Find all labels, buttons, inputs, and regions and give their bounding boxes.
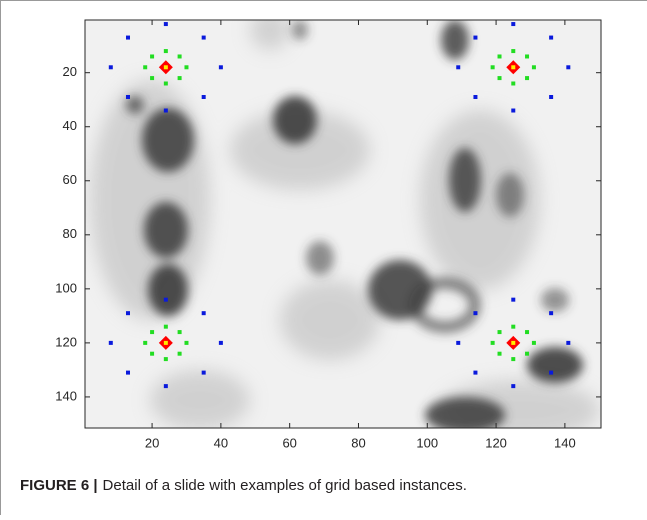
grid-point [511, 384, 516, 389]
grid-point [150, 330, 155, 335]
x-tick-label: 40 [214, 435, 228, 450]
grid-point [525, 76, 530, 81]
grid-point [490, 65, 495, 70]
grid-point [143, 65, 148, 70]
grid-point [150, 76, 155, 81]
grid-point [201, 370, 206, 375]
grid-point [177, 76, 182, 81]
x-tick-label: 20 [145, 435, 159, 450]
grid-point [163, 324, 168, 329]
grid-point [143, 340, 148, 345]
grid-point [184, 340, 189, 345]
grid-point [150, 54, 155, 59]
grid-point [511, 81, 516, 86]
grid-point [126, 95, 130, 100]
grid-point [456, 340, 461, 345]
grid-point [150, 351, 155, 356]
grid-point [497, 54, 502, 59]
y-tick-label: 40 [63, 118, 77, 133]
center-core [163, 65, 168, 70]
grid-point [531, 340, 536, 345]
grid-point [549, 95, 554, 100]
caption-text: Detail of a slide with examples of grid … [103, 477, 467, 494]
grid-point [163, 108, 168, 113]
grid-point [473, 370, 478, 375]
grid-point [549, 35, 554, 40]
grid-point [566, 65, 571, 70]
grid-point [163, 357, 168, 362]
grid-point [201, 311, 206, 316]
grid-point [549, 311, 554, 316]
grid-point [163, 384, 168, 389]
grid-point [497, 76, 502, 81]
caption-label: FIGURE 6 | [20, 477, 98, 494]
grid-point [163, 49, 168, 54]
grid-point [456, 65, 461, 70]
x-tick-label: 140 [554, 435, 576, 450]
y-tick-label: 80 [63, 226, 77, 241]
plot-frame [84, 19, 602, 429]
grid-point [163, 297, 168, 302]
grid-point [511, 297, 516, 302]
center-core [511, 340, 516, 345]
grid-point [163, 81, 168, 86]
grid-point [566, 340, 571, 345]
grid-point [126, 370, 130, 375]
grid-point [126, 35, 130, 40]
grid-point [525, 54, 530, 59]
center-marker [158, 60, 173, 75]
y-tick-label: 100 [55, 280, 77, 295]
grid-point [511, 324, 516, 329]
grid-point [473, 311, 478, 316]
slide-image [85, 20, 601, 428]
grid-point [497, 351, 502, 356]
y-tick-label: 20 [63, 64, 77, 79]
grid-point [177, 54, 182, 59]
grid-point [108, 65, 113, 70]
grid-point [218, 340, 223, 345]
grid-point [126, 311, 130, 316]
center-core [511, 65, 516, 70]
grid-point [511, 357, 516, 362]
x-tick-label: 80 [351, 435, 365, 450]
center-marker [506, 335, 521, 350]
marks [108, 22, 571, 389]
grid-point [511, 108, 516, 113]
grid-point [473, 95, 478, 100]
center-marker [506, 60, 521, 75]
grid-point [473, 35, 478, 40]
grid-point [184, 65, 189, 70]
center-core [163, 340, 168, 345]
grid-point [525, 330, 530, 335]
grid-point [511, 49, 516, 54]
grid-point [201, 35, 206, 40]
grid-point [177, 351, 182, 356]
grid-point [525, 351, 530, 356]
grid-point [163, 22, 168, 27]
grid-point [490, 340, 495, 345]
center-marker [158, 335, 173, 350]
y-tick-label: 60 [63, 172, 77, 187]
x-tick-label: 100 [416, 435, 438, 450]
x-tick-label: 60 [282, 435, 296, 450]
grid-point [218, 65, 223, 70]
grid-point [177, 330, 182, 335]
y-tick-label: 140 [55, 388, 77, 403]
grid-point [201, 95, 206, 100]
y-tick-label: 120 [55, 334, 77, 349]
grid-point [497, 330, 502, 335]
grid-point [108, 340, 113, 345]
grid-point [531, 65, 536, 70]
x-tick-label: 120 [485, 435, 507, 450]
grid-point [511, 22, 516, 27]
grid-point [549, 370, 554, 375]
caption: FIGURE 6 | Detail of a slide with example… [20, 477, 467, 494]
